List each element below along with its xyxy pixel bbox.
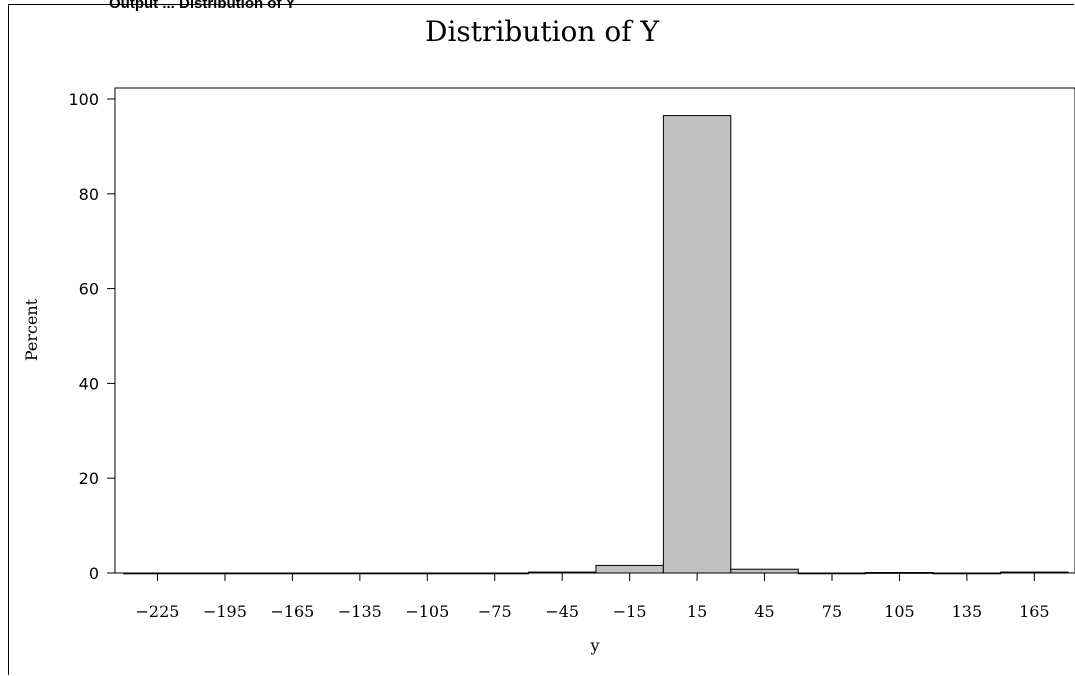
y-tick-label: 80 <box>79 185 99 204</box>
x-tick-label: −15 <box>613 602 647 621</box>
x-tick-label: −135 <box>338 602 382 621</box>
output-header: Output ... Distribution of Y <box>109 0 296 12</box>
x-tick-label: −195 <box>203 602 247 621</box>
x-tick-label: 105 <box>884 602 915 621</box>
histogram-bar <box>460 572 529 575</box>
x-tick-label: −75 <box>478 602 512 621</box>
histogram-bar <box>662 115 732 574</box>
x-tick-label: 45 <box>754 602 774 621</box>
histogram-bar <box>730 568 799 574</box>
x-tick-label: 75 <box>822 602 842 621</box>
bars <box>123 115 1069 575</box>
histogram-bar <box>123 572 192 575</box>
y-tick-label: 100 <box>68 90 99 109</box>
y-tick-label: 40 <box>79 374 99 393</box>
y-tick-label: 0 <box>89 564 99 583</box>
x-tick-label: 15 <box>687 602 707 621</box>
x-tick-label: −165 <box>270 602 314 621</box>
histogram-bar <box>393 572 462 575</box>
chart-title: Distribution of Y <box>425 15 659 48</box>
x-axis: −225 −195 −165 −135 −105 −75 −45 −15 15 45 75 105 13… <box>136 573 1050 621</box>
x-tick-label: 135 <box>952 602 983 621</box>
figure-frame: Output ... Distribution of Y Distributio… <box>8 0 1075 675</box>
histogram-bar <box>1000 571 1069 574</box>
histogram-bar <box>190 572 260 575</box>
x-axis-label: y <box>589 636 599 655</box>
histogram-bar <box>932 572 1002 575</box>
histogram-bar <box>325 572 395 575</box>
histogram-bar <box>527 571 597 574</box>
x-tick-label: −45 <box>545 602 579 621</box>
histogram-bar <box>797 572 867 575</box>
y-axis-label: Percent <box>22 298 41 361</box>
histogram-bar <box>595 564 664 574</box>
x-tick-label: −225 <box>136 602 180 621</box>
histogram-bar <box>865 572 934 574</box>
x-tick-label: 165 <box>1019 602 1050 621</box>
x-tick-label: −105 <box>405 602 449 621</box>
plot-area <box>114 87 1075 574</box>
histogram-bar <box>258 572 327 575</box>
y-axis: 0 20 40 60 80 100 <box>68 90 115 583</box>
y-tick-label: 60 <box>79 280 99 299</box>
y-tick-label: 20 <box>79 469 99 488</box>
